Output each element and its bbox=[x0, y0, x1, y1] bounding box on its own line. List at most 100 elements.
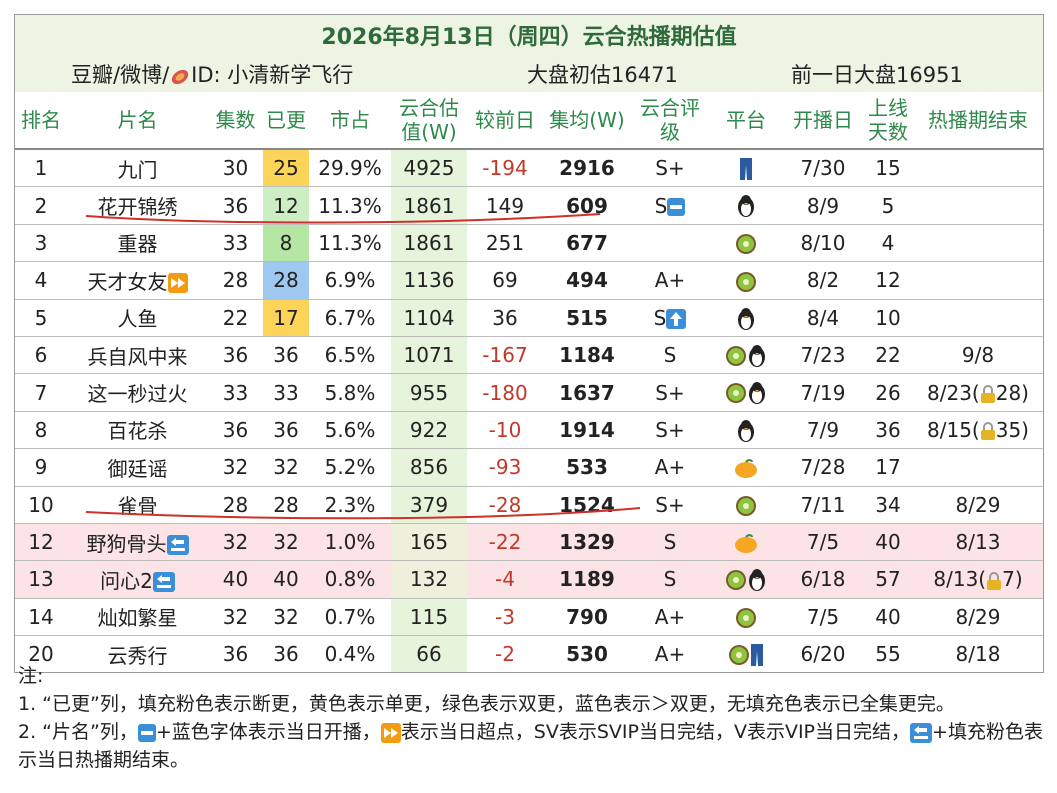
cell: 33 bbox=[208, 373, 263, 412]
icon-kiwi bbox=[728, 642, 750, 666]
cell-text: 1861 bbox=[403, 230, 455, 255]
cell: 1.0% bbox=[309, 522, 391, 561]
cell-text: 这一秒过火 bbox=[87, 382, 188, 407]
cell-text: 6.5% bbox=[324, 343, 376, 368]
cell bbox=[709, 298, 783, 337]
table-row: 2 花开锦绣 36 12 11.3% 1861 149 609 S 8/9 5 bbox=[15, 186, 1043, 225]
cell-text: -22 bbox=[488, 530, 522, 555]
icon-kiwi bbox=[725, 567, 747, 591]
cell: 8/15(35) bbox=[913, 410, 1043, 449]
cell: S bbox=[631, 298, 709, 337]
cell: 7/19 bbox=[783, 373, 863, 412]
cell: A+ bbox=[631, 635, 709, 673]
cell: 花开锦绣 bbox=[67, 186, 208, 225]
cell-text: 40 bbox=[875, 530, 901, 555]
icon-kiwi bbox=[735, 268, 757, 292]
cell bbox=[913, 261, 1043, 300]
cell: 9/8 bbox=[913, 335, 1043, 374]
cell: 8/10 bbox=[783, 223, 863, 262]
cell: 66 bbox=[391, 635, 467, 673]
cell-text: 32 bbox=[222, 455, 249, 480]
cell: 2 bbox=[15, 186, 67, 225]
cell: S+ bbox=[631, 485, 709, 524]
cell-text: 2916 bbox=[559, 156, 615, 181]
column-header: 云合评级 bbox=[640, 96, 700, 144]
cell-text: 9/8 bbox=[961, 343, 995, 368]
cell-text: -93 bbox=[488, 455, 522, 480]
cell-text: 1104 bbox=[403, 305, 455, 330]
cell: 36 bbox=[208, 186, 263, 225]
cell: 野狗骨头 bbox=[67, 522, 208, 561]
cell bbox=[913, 186, 1043, 225]
cell: -3 bbox=[467, 597, 543, 636]
cell: -2 bbox=[467, 635, 543, 673]
cell-text: 7/19 bbox=[800, 380, 846, 405]
cell-text: 10 bbox=[875, 305, 901, 330]
cell-text: 36 bbox=[273, 343, 299, 368]
cell: 33 bbox=[208, 223, 263, 262]
cell-text: 8/18 bbox=[955, 642, 1001, 667]
cell: 36 bbox=[467, 298, 543, 337]
cell-text: 5 bbox=[34, 305, 48, 330]
cell bbox=[709, 373, 783, 412]
cell: 25 bbox=[263, 148, 309, 187]
cell-text: 人鱼 bbox=[117, 307, 158, 332]
icon-jeans bbox=[739, 155, 753, 180]
cell-text: S bbox=[663, 343, 677, 368]
cell-text: 6 bbox=[34, 343, 48, 368]
cell-text: 8/29 bbox=[955, 604, 1001, 629]
cell: -22 bbox=[467, 522, 543, 561]
cell: 32 bbox=[208, 522, 263, 561]
cell: 5 bbox=[863, 186, 913, 225]
cell: 5.2% bbox=[309, 448, 391, 487]
cell bbox=[709, 261, 783, 300]
table-row: 13 问心2 40 40 0.8% 132 -4 1189 S 6/18 57 8/13(7) bbox=[15, 560, 1043, 599]
cell: 36 bbox=[263, 335, 309, 374]
cell-text: 955 bbox=[409, 380, 449, 405]
cell-text: 4 bbox=[34, 268, 48, 293]
cell-text: S bbox=[663, 567, 677, 592]
cell: 4 bbox=[863, 223, 913, 262]
cell-text: 22 bbox=[875, 343, 901, 368]
column-header: 平台 bbox=[726, 108, 766, 132]
cell-text: 10 bbox=[28, 492, 54, 517]
cell-text: 33 bbox=[273, 380, 299, 405]
icon-penguin bbox=[736, 193, 756, 218]
cell-text: 7/5 bbox=[806, 604, 840, 629]
cell: 530 bbox=[543, 635, 631, 673]
cell: 17 bbox=[863, 448, 913, 487]
previous-total: 前一日大盘16951 bbox=[791, 62, 963, 87]
cell-text: 7/11 bbox=[800, 492, 846, 517]
cell-text: 6.7% bbox=[324, 305, 376, 330]
cell: 165 bbox=[391, 522, 467, 561]
cell bbox=[709, 522, 783, 561]
cell: 2916 bbox=[543, 148, 631, 187]
icon-penguin bbox=[747, 380, 767, 405]
cell: 这一秒过火 bbox=[67, 373, 208, 412]
cell-text: 九门 bbox=[117, 157, 158, 182]
cell-text: 251 bbox=[485, 230, 525, 255]
cell: 10 bbox=[15, 485, 67, 524]
cell: 灿如繁星 bbox=[67, 597, 208, 636]
icon-kiwi bbox=[735, 605, 757, 629]
cell-text: 1637 bbox=[559, 380, 615, 405]
cell: 1329 bbox=[543, 522, 631, 561]
note-items: 1. “已更”列，填充粉色表示断更，黄色表示单更，绿色表示双更，蓝色表示＞双更，… bbox=[18, 690, 1043, 774]
cell bbox=[709, 223, 783, 262]
cell-text: 40 bbox=[273, 567, 299, 592]
note-text: 1. “已更”列，填充粉色表示断更，黄色表示单更，绿色表示双更，蓝色表示＞双更，… bbox=[18, 693, 955, 715]
cell-text: 15 bbox=[875, 156, 901, 181]
cell-text: 1136 bbox=[403, 268, 455, 293]
source-text: 豆瓣/微博/ bbox=[71, 62, 170, 87]
cell: 1104 bbox=[391, 298, 467, 337]
cell: 7/23 bbox=[783, 335, 863, 374]
cell: 人鱼 bbox=[67, 298, 208, 337]
cell-text: 32 bbox=[222, 530, 249, 555]
cell-text: 12 bbox=[28, 530, 54, 555]
cell: 百花杀 bbox=[67, 410, 208, 449]
table-row: 5 人鱼 22 17 6.7% 1104 36 515 S 8/4 10 bbox=[15, 298, 1043, 337]
cell-text: 雀骨 bbox=[117, 494, 158, 519]
cell: 0.8% bbox=[309, 560, 391, 599]
column-header: 云合估值(W) bbox=[399, 96, 459, 144]
cell-text: 7 bbox=[34, 380, 48, 405]
